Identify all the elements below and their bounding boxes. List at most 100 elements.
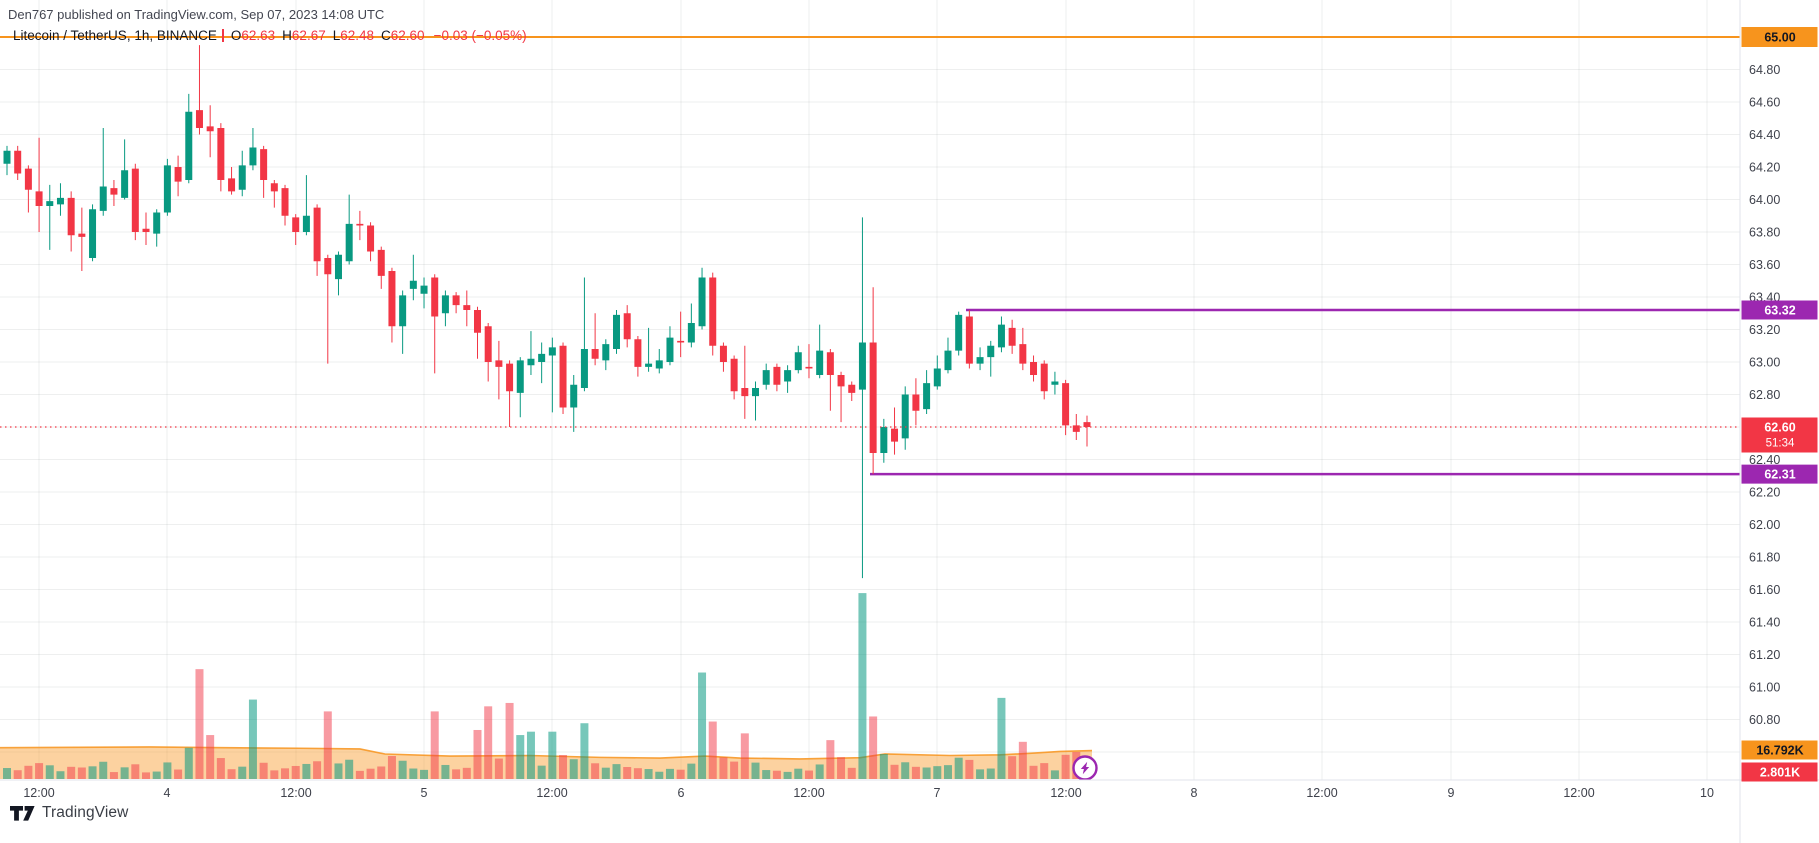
lightning-badge[interactable] (1072, 755, 1098, 781)
volume-bar (1008, 756, 1017, 779)
svg-text:12:00: 12:00 (1563, 786, 1594, 800)
candle-body (891, 428, 899, 442)
open-value: O62.63 (230, 28, 276, 43)
candle-body (826, 352, 834, 375)
candle-body (463, 305, 471, 310)
volume-bar (1061, 754, 1070, 779)
candle-body (548, 347, 556, 356)
volume-bar (345, 759, 354, 779)
volume-bar (783, 771, 792, 779)
candle-body (431, 277, 439, 317)
candle-body (367, 225, 375, 252)
svg-text:65.00: 65.00 (1764, 31, 1795, 45)
current-price-badge (1741, 417, 1818, 453)
publish-info: Den767 published on TradingView.com, Sep… (8, 7, 385, 22)
low-value: L62.48 (332, 28, 375, 43)
candle-body (634, 339, 642, 367)
volume-bar (708, 721, 717, 779)
candle-body (794, 352, 802, 371)
candle-body (388, 271, 396, 327)
svg-text:62.40: 62.40 (1749, 453, 1780, 467)
svg-text:4: 4 (164, 786, 171, 800)
candle-body (645, 363, 653, 367)
volume-bar (837, 757, 846, 779)
svg-text:62.00: 62.00 (1749, 518, 1780, 532)
candle-body (153, 212, 161, 234)
volume-bar (142, 772, 151, 779)
svg-text:7: 7 (934, 786, 941, 800)
svg-text:12:00: 12:00 (793, 786, 824, 800)
volume-bar (420, 769, 429, 779)
time-axis[interactable]: 12:00 4 12:00 5 12:00 6 12:00 7 12:00 8 12:00 9 12:0… (23, 786, 1714, 800)
volume-bar (109, 772, 118, 779)
symbol-legend[interactable]: Litecoin / TetherUS, 1h, BINANCE O62.63 … (13, 28, 527, 43)
svg-text:61.20: 61.20 (1749, 648, 1780, 662)
svg-text:64.80: 64.80 (1749, 63, 1780, 77)
volume-bar (452, 769, 461, 779)
candle-body (163, 165, 171, 213)
candle-body (837, 375, 845, 387)
candle-body (762, 370, 770, 385)
svg-text:10: 10 (1700, 786, 1714, 800)
volume-bar (313, 761, 322, 779)
volume-bar (559, 755, 568, 779)
candle-body (848, 384, 856, 393)
svg-text:12:00: 12:00 (1306, 786, 1337, 800)
svg-text:60.80: 60.80 (1749, 713, 1780, 727)
volume-bar (633, 768, 642, 779)
candle-body (452, 295, 460, 306)
volume-bar (794, 768, 803, 779)
volume-bar (954, 757, 963, 779)
candle-body (997, 324, 1005, 348)
svg-text:12:00: 12:00 (1050, 786, 1081, 800)
volume-bar (580, 723, 589, 779)
svg-text:62.20: 62.20 (1749, 486, 1780, 500)
candle-body (613, 314, 621, 349)
volume-bar (719, 757, 728, 779)
volume-bar (858, 593, 867, 779)
volume-bar (1050, 770, 1059, 779)
volume-bar (45, 765, 54, 779)
svg-text:63.00: 63.00 (1749, 356, 1780, 370)
candle-body (773, 366, 781, 385)
candle-body (484, 326, 492, 362)
candle-body (14, 150, 22, 174)
volume-bar (826, 740, 835, 779)
candle-body (527, 358, 535, 366)
volume-bar (494, 758, 503, 779)
change-value: −0.03 (−0.05%) (433, 28, 527, 43)
lightning-icon (1080, 761, 1090, 775)
volume-bar (334, 763, 343, 779)
volume-bar (227, 769, 236, 779)
candle-body (752, 388, 760, 397)
candle-body (1072, 425, 1080, 432)
candle-body (249, 147, 257, 166)
svg-text:62.31: 62.31 (1764, 468, 1795, 482)
volume-bar (943, 765, 952, 779)
volume-bar (644, 769, 653, 779)
candle-body (473, 310, 481, 333)
volume-bar (997, 697, 1006, 779)
candle-body (399, 295, 407, 327)
candle-body (602, 344, 610, 361)
candle-body (655, 360, 663, 369)
price-axis[interactable]: 64.8064.6064.4064.2064.0063.8063.6063.40… (1749, 63, 1780, 727)
svg-text:2.801K: 2.801K (1760, 766, 1800, 780)
volume-bar (879, 753, 888, 779)
candle-body (730, 358, 738, 392)
volume-bar (1040, 763, 1049, 779)
volume-bar (195, 669, 204, 779)
volume-bar (762, 770, 771, 779)
volume-bar (484, 706, 493, 779)
close-value: C62.60 (381, 28, 425, 43)
volume-bar (398, 760, 407, 779)
volume-bar (815, 764, 824, 779)
candle-body (805, 366, 813, 369)
candle-body (174, 167, 182, 182)
tradingview-logo[interactable]: TradingView (10, 804, 128, 822)
candle-body (1062, 383, 1070, 426)
volume-bar (965, 759, 974, 779)
volume-ma-badge (1741, 740, 1818, 760)
candle-body (816, 350, 824, 375)
